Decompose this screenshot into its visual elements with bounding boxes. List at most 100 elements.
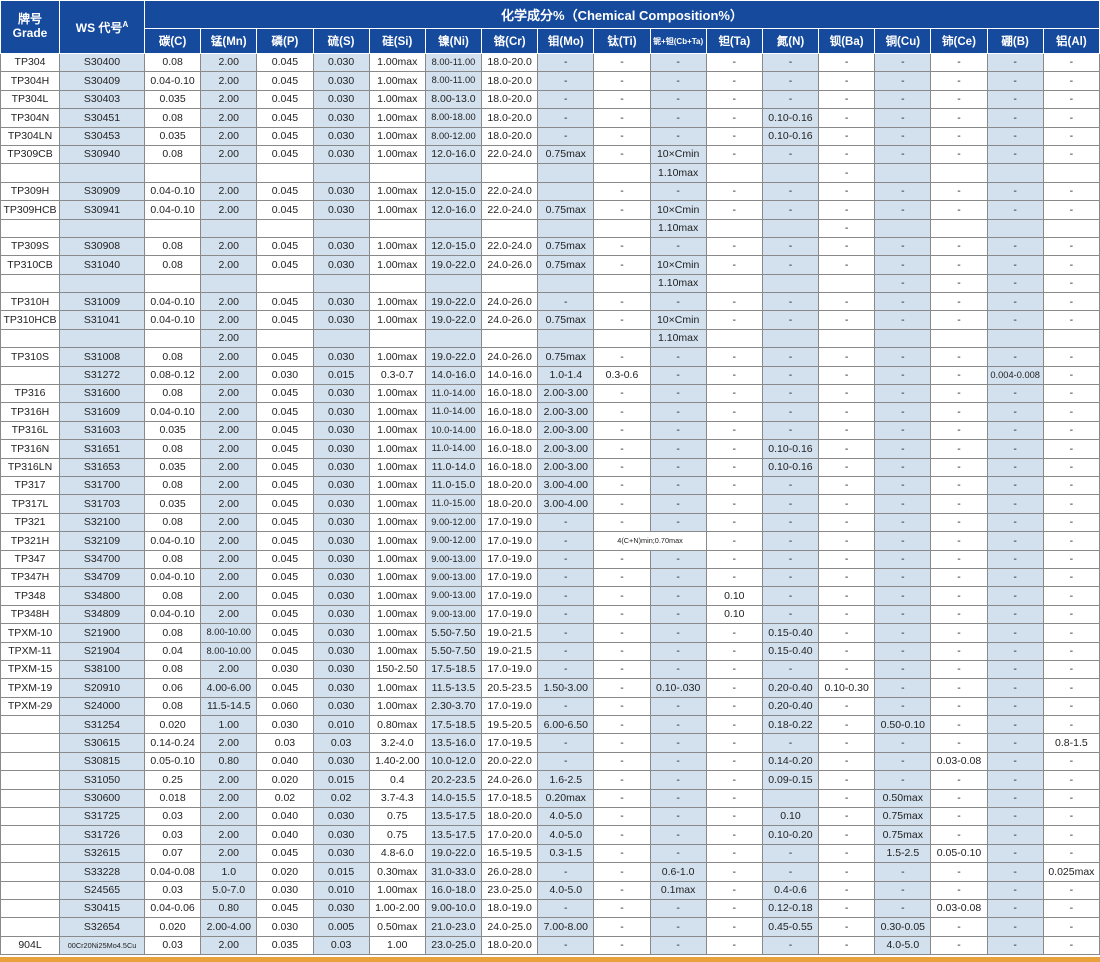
value-cell: - (818, 623, 876, 643)
grade-cell: TP310HCB (0, 310, 60, 330)
value-cell: 8.00-10.00 (200, 641, 258, 661)
value-cell: - (1042, 843, 1100, 864)
value-cell: 0.045 (256, 439, 314, 459)
value-cell: 0.30-0.05 (874, 917, 932, 937)
value-cell: - (986, 292, 1044, 312)
value-cell: - (705, 659, 763, 680)
value-cell: - (705, 181, 763, 202)
value-cell: - (1042, 384, 1100, 404)
value-cell: 0.035 (143, 89, 202, 110)
grade-cell (0, 807, 60, 827)
value-cell: - (818, 512, 876, 533)
value-cell: - (986, 494, 1044, 514)
value-cell: - (537, 641, 595, 661)
value-cell: 0.020 (256, 770, 314, 790)
value-cell: 9.00-13.00 (424, 549, 483, 569)
ws-code-cell: S34809 (59, 604, 145, 625)
value-cell: - (1042, 715, 1100, 735)
table-row: TPXM-15 S38100 0.08 2.00 0.030 0.030 150-2.50 1… (0, 659, 1100, 680)
value-cell: 0.1max (649, 880, 707, 900)
table-row: TP317 S31700 0.08 2.00 0.045 0.030 1.00max 11.0… (0, 475, 1100, 496)
value-cell: - (874, 623, 932, 643)
value-cell: 0.030 (312, 420, 370, 441)
value-cell: - (930, 678, 988, 698)
value-cell: - (1042, 200, 1100, 220)
ws-code-cell: S31609 (59, 402, 145, 422)
value-cell: - (818, 144, 876, 165)
value-cell: - (818, 807, 876, 827)
ws-code-cell: S31041 (59, 310, 145, 330)
value-cell: 0.040 (256, 751, 314, 772)
value-cell: 0.04-0.10 (143, 292, 202, 312)
value-cell: 0.08 (143, 108, 202, 128)
value-cell: - (874, 751, 932, 772)
value-cell: 0.030 (312, 843, 370, 864)
value-cell: 0.10-0.16 (761, 108, 820, 128)
value-cell: 0.035 (256, 935, 314, 956)
value-cell: 1.00max (368, 494, 426, 514)
grade-cell: 904L (0, 935, 60, 956)
value-cell: - (986, 512, 1044, 533)
value-cell: 0.75max (537, 310, 595, 330)
value-cell: - (761, 89, 820, 110)
value-cell (705, 328, 763, 349)
ws-code-cell: S38100 (59, 659, 145, 680)
value-cell: - (593, 71, 651, 91)
value-cell (200, 273, 258, 294)
value-cell (424, 328, 483, 349)
value-cell: 10×Cmin (649, 144, 707, 165)
value-cell: 22.0-24.0 (481, 236, 539, 257)
column-header-row: 碳(C) 锰(Mn) 磷(P) 硫(S) 硅(Si) 镍(Ni) 铬(Cr) 钼(Mo) 钛(T… (1, 28, 1100, 54)
grade-cell (0, 788, 60, 809)
value-cell: 4.0-5.0 (537, 825, 595, 845)
value-cell: 0.030 (256, 880, 314, 900)
value-cell: - (930, 89, 988, 110)
grade-cell: TPXM-19 (0, 678, 60, 698)
value-cell: - (1042, 71, 1100, 91)
value-cell: - (593, 880, 651, 900)
value-cell: - (818, 365, 876, 386)
value-cell: 1.00max (368, 126, 426, 146)
value-cell: 24.0-25.0 (481, 917, 539, 937)
value-cell: 0.08 (143, 144, 202, 165)
value-cell: - (986, 457, 1044, 477)
value-cell: - (986, 255, 1044, 275)
value-cell: - (986, 71, 1044, 91)
value-cell: 1.0 (200, 862, 258, 882)
value-cell: - (874, 678, 932, 698)
value-cell: - (818, 347, 876, 367)
value-cell: 0.045 (256, 236, 314, 257)
value-cell: - (930, 181, 988, 202)
value-cell: - (593, 384, 651, 404)
value-cell: - (1042, 89, 1100, 110)
table-row: 904L 00Cr20Ni25Mo4.5Cu 0.03 2.00 0.035 0.03 1.… (0, 935, 1100, 956)
value-cell: 0.035 (143, 126, 202, 146)
value-cell: - (930, 255, 988, 275)
value-cell: - (649, 475, 707, 496)
table-row: TP316N S31651 0.08 2.00 0.045 0.030 1.00max 11.… (0, 439, 1100, 459)
value-cell: - (761, 292, 820, 312)
value-cell: - (1042, 494, 1100, 514)
value-cell: - (874, 696, 932, 717)
value-cell: 2.00 (200, 457, 258, 477)
value-cell: 1.00max (368, 420, 426, 441)
ws-code-cell: 00Cr20Ni25Mo4.5Cu (59, 935, 145, 956)
value-cell: 0.030 (312, 89, 370, 110)
grade-cell (0, 218, 60, 238)
value-cell: - (761, 402, 820, 422)
value-cell: 1.10max (649, 273, 707, 294)
value-cell: - (1042, 181, 1100, 202)
value-cell: - (649, 567, 707, 588)
value-cell: - (1042, 641, 1100, 661)
value-cell: - (874, 862, 932, 882)
value-cell: - (761, 567, 820, 588)
value-cell: - (649, 512, 707, 533)
value-cell: 2.00 (200, 733, 258, 753)
value-cell: - (818, 935, 876, 956)
value-cell: - (705, 255, 763, 275)
value-cell: - (986, 623, 1044, 643)
value-cell: - (649, 457, 707, 477)
value-cell (986, 328, 1044, 349)
value-cell: - (649, 825, 707, 845)
value-cell (143, 273, 202, 294)
